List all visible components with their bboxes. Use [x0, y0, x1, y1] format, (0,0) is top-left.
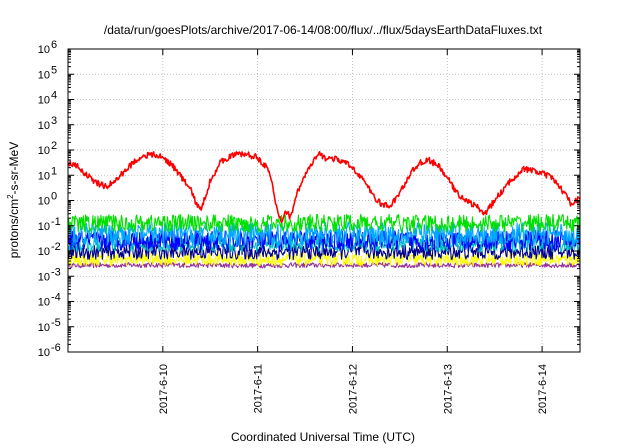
series-line-5: [67, 243, 581, 261]
y-tick-label-base: 10: [38, 322, 50, 334]
y-tick-label-exp: 0: [51, 191, 57, 203]
y-tick-label-base: 10: [38, 120, 50, 132]
y-tick-label: 10: [38, 246, 50, 258]
y-tick-label: 10: [38, 221, 50, 233]
y-tick-label-exp: -3: [51, 266, 61, 278]
y-tick-label-exp: 6: [51, 39, 57, 51]
y-tick-label-base: 10: [38, 145, 50, 157]
y-tick-label-base: 10: [38, 170, 50, 182]
x-tick-label: 2017-6-10: [158, 364, 170, 414]
y-tick-label-exp: 1: [51, 165, 57, 177]
x-tick-label: 2017-6-12: [347, 364, 359, 414]
y-tick-label-base: 10: [38, 347, 50, 359]
grid: [68, 49, 580, 352]
y-tick-label-exp: 2: [51, 140, 57, 152]
y-tick-label-exp: 4: [51, 90, 57, 102]
y-tick-label-base: 10: [38, 246, 50, 258]
y-tick-label-exp: -5: [51, 317, 61, 329]
y-tick-label: 10: [38, 347, 50, 359]
x-tick-label: 2017-6-13: [442, 364, 454, 414]
y-tick-label-base: 10: [38, 221, 50, 233]
y-tick-label: 10: [38, 297, 50, 309]
y-tick-label-exp: -6: [51, 342, 61, 354]
y-tick-label-exp: -2: [51, 241, 61, 253]
series-layer: [67, 150, 581, 269]
y-axis-label-base: protons/cm: [7, 199, 21, 258]
x-tick-label: 2017-6-11: [253, 364, 265, 413]
x-axis-label: Coordinated Universal Time (UTC): [231, 430, 415, 444]
y-tick-label: 10: [38, 44, 50, 56]
x-tick-label: 2017-6-14: [537, 364, 549, 414]
chart-title: /data/run/goesPlots/archive/2017-06-14/0…: [104, 23, 543, 37]
y-tick-label-exp: -4: [51, 292, 61, 304]
y-tick-label: 10: [38, 196, 50, 208]
series-line-0: [67, 150, 581, 224]
y-tick-label: 10: [38, 69, 50, 81]
y-tick-label-base: 10: [38, 196, 50, 208]
y-tick-label: 10: [38, 145, 50, 157]
y-tick-label-base: 10: [38, 95, 50, 107]
y-tick-label-exp: 3: [51, 115, 57, 127]
y-tick-label: 10: [38, 271, 50, 283]
series-line-7: [67, 261, 581, 269]
y-tick-label-base: 10: [38, 69, 50, 81]
y-tick-label: 10: [38, 95, 50, 107]
y-tick-label-base: 10: [38, 271, 50, 283]
y-tick-label-base: 10: [38, 44, 50, 56]
series-line-1: [67, 213, 581, 233]
y-tick-label-base: 10: [38, 297, 50, 309]
y-axis-label-sup: 2: [6, 194, 15, 199]
y-tick-labels: 10 -610 -510 -410 -310 -210 -110 010 110 210 310 41…: [38, 39, 61, 359]
axis-ticks: [68, 48, 580, 353]
y-tick-label-exp: -1: [51, 216, 61, 228]
y-tick-label: 10: [38, 170, 50, 182]
y-axis-label-rest: -s-sr-MeV: [7, 142, 21, 195]
y-tick-label-exp: 5: [51, 64, 57, 76]
y-tick-label: 10: [38, 120, 50, 132]
y-tick-label: 10: [38, 322, 50, 334]
y-axis-label: protons/cm2-s-sr-MeV: [6, 142, 21, 258]
x-tick-labels: 2017-6-10 2017-6-11 2017-6-12 2017-6-13 2017…: [158, 364, 549, 414]
